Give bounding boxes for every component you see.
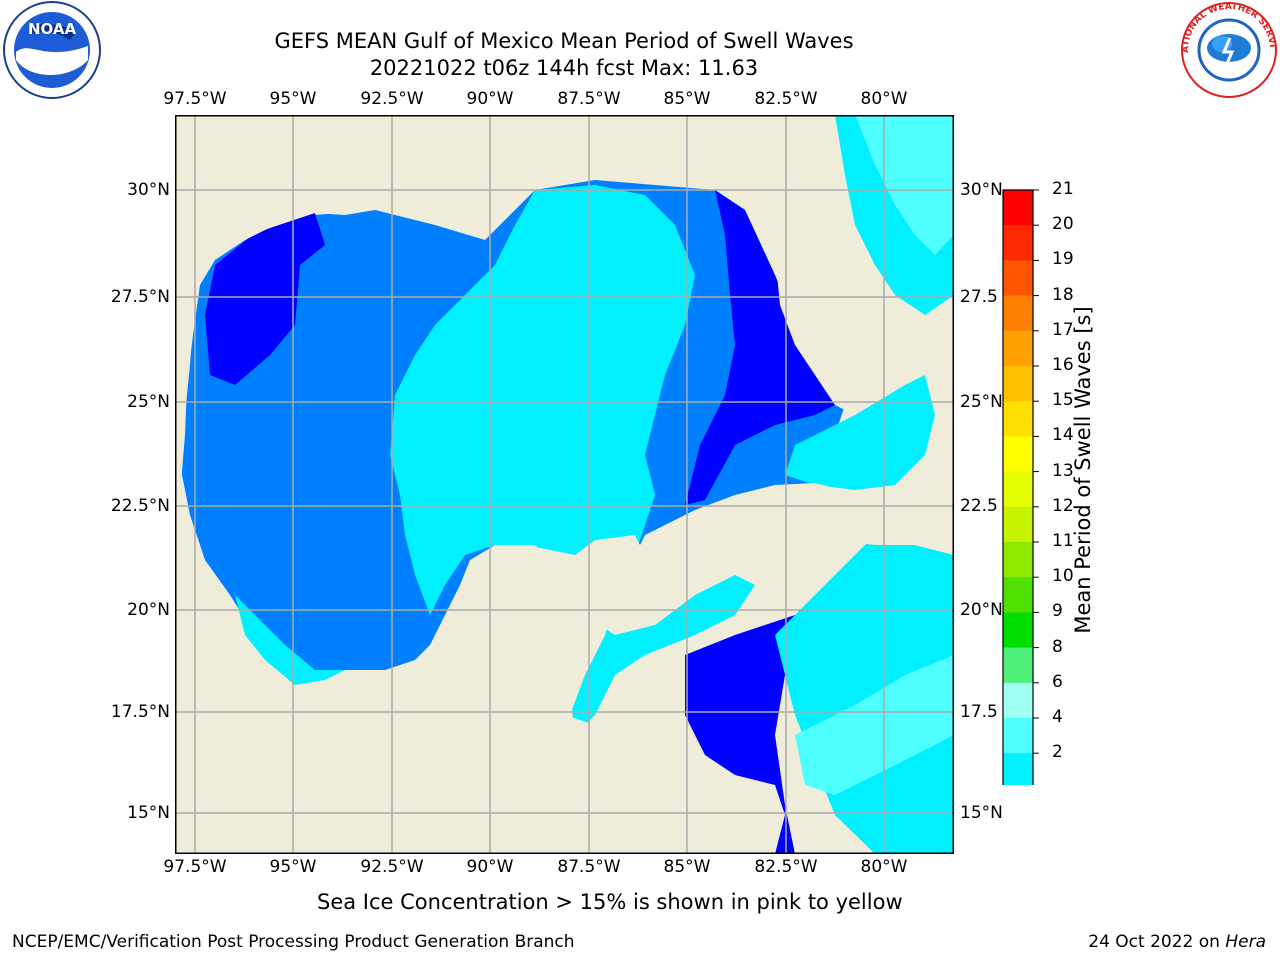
colorbar-segment <box>1003 330 1033 367</box>
lon-tick-top: 97.5°W <box>163 89 227 109</box>
land-cuba <box>695 483 954 555</box>
footer-host: Hera <box>1225 932 1266 952</box>
colorbar-segment <box>1003 542 1033 578</box>
lat-tick-left: 25°N <box>127 392 170 412</box>
footer-date: 24 Oct 2022 on Hera <box>1088 932 1266 952</box>
colorbar-segment <box>1003 577 1033 613</box>
colorbar-segment <box>1003 682 1033 719</box>
lat-tick-right: 22.5 <box>960 496 998 516</box>
sea-ice-caption: Sea Ice Concentration > 15% is shown in … <box>317 890 903 914</box>
colorbar-tick: 17 <box>1052 320 1074 340</box>
colorbar-tick: 19 <box>1052 249 1074 269</box>
swell-lt2-east <box>685 190 835 505</box>
land-florida <box>765 175 885 415</box>
colorbar-tick: 15 <box>1052 390 1074 410</box>
colorbar-tick: 11 <box>1052 531 1074 551</box>
swell-4-6-center <box>390 185 755 735</box>
gridlines <box>175 115 954 854</box>
colorbar-tick: 14 <box>1052 425 1074 445</box>
lat-tick-left: 20°N <box>127 600 170 620</box>
lon-tick-bottom: 82.5°W <box>754 857 818 877</box>
lon-tick-top: 82.5°W <box>754 89 818 109</box>
lon-tick-top: 90°W <box>466 89 514 109</box>
lon-tick-top: 92.5°W <box>360 89 424 109</box>
land-mexico <box>175 495 695 854</box>
colorbar-tick: 10 <box>1052 566 1074 586</box>
lat-tick-left: 15°N <box>127 803 170 823</box>
lon-tick-top: 87.5°W <box>557 89 621 109</box>
colorbar-segment <box>1003 366 1033 402</box>
swell-lt2-nw <box>205 213 325 385</box>
lon-tick-bottom: 95°W <box>269 857 317 877</box>
lon-tick-bottom: 97.5°W <box>163 857 227 877</box>
colorbar-tick: 8 <box>1052 637 1063 657</box>
colorbar-segment <box>1003 401 1033 437</box>
colorbar-tick: 20 <box>1052 214 1074 234</box>
lat-tick-right: 15°N <box>960 803 1003 823</box>
noaa-logo: NOAA <box>3 1 101 99</box>
swell-period-map <box>175 115 954 854</box>
colorbar-segment <box>1003 295 1033 332</box>
lat-tick-right: 25°N <box>960 392 1003 412</box>
lon-tick-top: 80°W <box>860 89 908 109</box>
swell-lt2-caribbean <box>685 615 815 854</box>
nws-logo: NATIONAL WEATHER SERVICE <box>1178 0 1277 98</box>
colorbar-segment <box>1003 612 1033 649</box>
colorbar-segment <box>1003 190 1033 226</box>
colorbar <box>1002 189 1039 785</box>
svg-text:NOAA: NOAA <box>28 20 77 38</box>
swell-4-6-florida-straits <box>785 375 935 490</box>
colorbar-tick: 18 <box>1052 285 1074 305</box>
swell-4-6-sw <box>235 595 345 685</box>
lon-tick-bottom: 92.5°W <box>360 857 424 877</box>
colorbar-segment <box>1003 753 1033 785</box>
lat-tick-right: 27.5 <box>960 287 998 307</box>
lon-tick-bottom: 80°W <box>860 857 908 877</box>
lat-tick-left: 17.5°N <box>110 702 170 722</box>
lat-tick-left: 27.5°N <box>110 287 170 307</box>
colorbar-label: Mean Period of Swell Waves [s] <box>1071 306 1095 634</box>
colorbar-segment <box>1003 471 1033 508</box>
footer-date-text: 24 Oct 2022 on <box>1088 932 1226 952</box>
lon-tick-bottom: 90°W <box>466 857 514 877</box>
colorbar-segment <box>1003 718 1033 754</box>
footer-branch: NCEP/EMC/Verification Post Processing Pr… <box>12 932 575 952</box>
swell-6-8-caribbean <box>795 655 954 795</box>
colorbar-tick: 9 <box>1052 601 1063 621</box>
lon-tick-top: 85°W <box>663 89 711 109</box>
land-us-gulf-coast <box>175 115 835 495</box>
chart-subtitle: 20221022 t06z 144h fcst Max: 11.63 <box>369 56 759 80</box>
colorbar-tick: 16 <box>1052 355 1074 375</box>
colorbar-segment <box>1003 647 1033 684</box>
colorbar-tick: 21 <box>1052 179 1074 199</box>
lat-tick-right: 20°N <box>960 600 1003 620</box>
colorbar-segment <box>1003 436 1033 473</box>
lat-tick-left: 22.5°N <box>110 496 170 516</box>
lat-tick-left: 30°N <box>127 180 170 200</box>
lon-tick-bottom: 87.5°W <box>557 857 621 877</box>
lat-tick-right: 17.5 <box>960 702 998 722</box>
colorbar-segment <box>1003 260 1033 297</box>
swell-6-8-atlantic <box>855 115 954 255</box>
chart-title: GEFS MEAN Gulf of Mexico Mean Period of … <box>274 29 854 53</box>
colorbar-segment <box>1003 506 1033 543</box>
land-central-america <box>565 715 785 854</box>
colorbar-tick: 12 <box>1052 496 1074 516</box>
lat-tick-right: 30°N <box>960 180 1003 200</box>
lon-tick-top: 95°W <box>269 89 317 109</box>
colorbar-tick: 6 <box>1052 672 1063 692</box>
lon-tick-bottom: 85°W <box>663 857 711 877</box>
colorbar-segment <box>1003 225 1033 261</box>
colorbar-tick: 13 <box>1052 461 1074 481</box>
colorbar-tick: 4 <box>1052 707 1063 727</box>
colorbar-tick: 2 <box>1052 742 1063 762</box>
